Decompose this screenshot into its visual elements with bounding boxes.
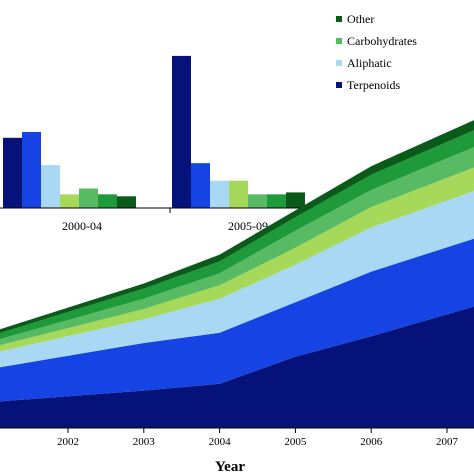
legend-item: Carbohydrates: [336, 30, 417, 52]
bar: [172, 55, 191, 209]
stacked-area-chart: 2002 2003 2004 2005 2006 2007 Year: [0, 120, 474, 474]
legend-swatch: [336, 38, 342, 44]
legend-item: Other: [336, 8, 417, 30]
bar: [41, 165, 60, 208]
bar: [60, 194, 79, 208]
area-x-tick-label: 2007: [436, 436, 459, 448]
area-x-tick-label: 2003: [133, 436, 156, 448]
legend-item: Aliphatic: [336, 52, 417, 74]
inset-bar-category-label: 2005-09: [228, 219, 268, 233]
legend-item: Terpenoids: [336, 74, 417, 96]
area-series: [0, 130, 474, 340]
area-x-tick-label: 2005: [284, 436, 307, 448]
legend-label: Terpenoids: [347, 77, 401, 92]
legend: Other Carbohydrates Aliphatic Terpenoids: [336, 8, 417, 96]
bar: [22, 131, 41, 208]
bar: [3, 137, 22, 208]
legend-swatch: [336, 60, 342, 66]
area-series: [0, 238, 474, 402]
area-series: [0, 306, 474, 428]
area-x-tick-label: 2002: [57, 436, 79, 448]
legend-swatch: [336, 16, 342, 22]
legend-swatch: [336, 82, 342, 88]
area-x-tick-label: 2006: [360, 436, 383, 448]
bar: [286, 192, 305, 208]
bar: [210, 180, 229, 208]
bar: [267, 194, 286, 208]
area-x-tick-label: 2004: [209, 436, 232, 448]
inset-bar-chart: 2000-04 2005-09: [0, 55, 331, 233]
bar: [98, 194, 117, 208]
bar: [248, 194, 267, 208]
legend-label: Other: [347, 11, 375, 26]
legend-label: Carbohydrates: [347, 33, 417, 48]
bar: [117, 196, 136, 208]
area-series: [0, 147, 474, 346]
bar: [191, 163, 210, 208]
legend-label: Aliphatic: [347, 55, 392, 70]
bar: [79, 188, 98, 208]
area-series: [0, 191, 474, 368]
area-x-axis-label: Year: [215, 459, 245, 474]
area-series: [0, 120, 474, 333]
inset-bar-category-label: 2000-04: [62, 219, 102, 233]
bar: [229, 180, 248, 208]
area-series: [0, 167, 474, 352]
